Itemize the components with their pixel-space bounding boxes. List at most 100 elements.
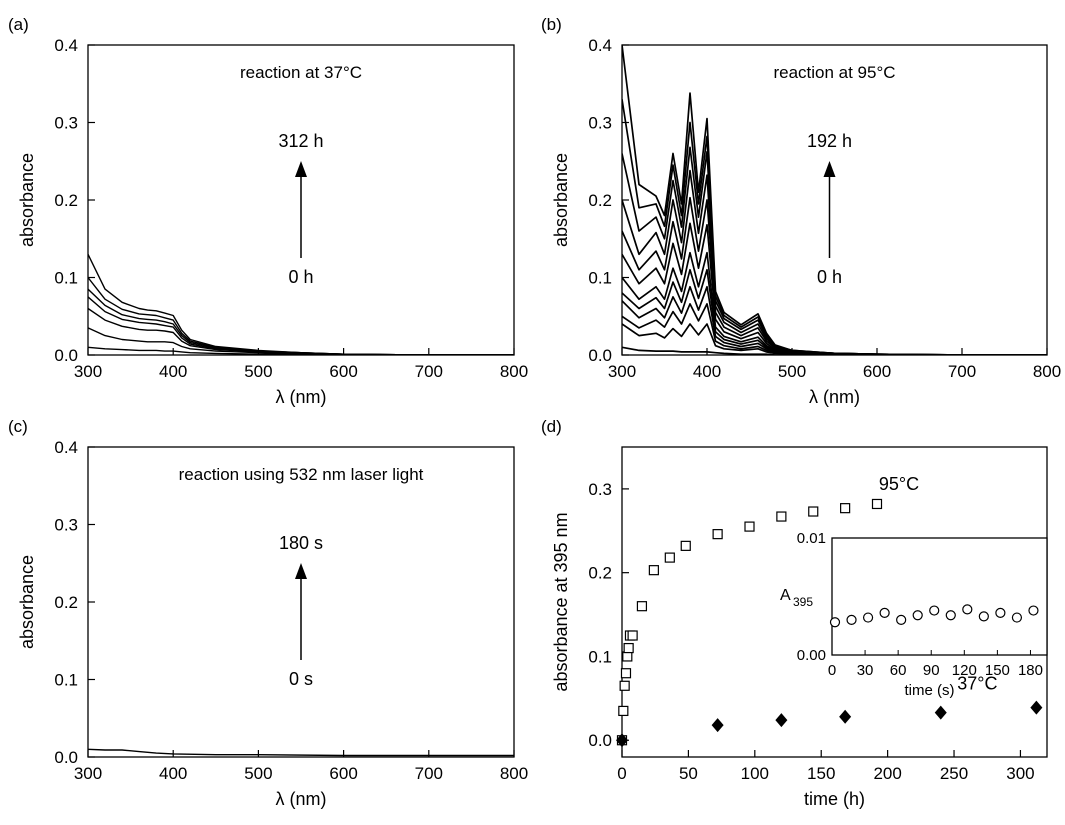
spectrum-line-12 bbox=[622, 45, 1047, 355]
y-tick-label: 0.4 bbox=[54, 36, 78, 55]
data-point-square bbox=[871, 498, 883, 510]
arrow-top-label: 192 h bbox=[807, 131, 852, 151]
y-tick-label: 0.0 bbox=[588, 731, 612, 750]
data-point-square bbox=[636, 601, 648, 612]
inset-x-tick-label: 60 bbox=[890, 662, 907, 679]
y-tick-label: 0.2 bbox=[588, 564, 612, 583]
inset-x-tick-label: 180 bbox=[1018, 662, 1043, 679]
spectrum-line-7 bbox=[88, 253, 514, 355]
y-tick-label: 0.4 bbox=[588, 36, 612, 55]
x-tick-label: 300 bbox=[1006, 764, 1034, 783]
x-tick-label: 200 bbox=[873, 764, 901, 783]
data-point-square bbox=[680, 540, 691, 551]
x-tick-label: 0 bbox=[617, 764, 626, 783]
x-tick-label: 250 bbox=[940, 764, 968, 783]
arrow-bottom-label: 0 h bbox=[817, 267, 842, 287]
inset-data-point bbox=[929, 605, 940, 616]
time-arrow-head bbox=[295, 161, 307, 177]
panel-annotation: reaction at 95°C bbox=[773, 63, 895, 82]
data-point-diamond bbox=[711, 718, 724, 733]
inset-y-axis-subscript: 395 bbox=[793, 595, 813, 609]
y-tick-label: 0.2 bbox=[54, 191, 78, 210]
data-point-square bbox=[619, 680, 630, 691]
inset-data-point bbox=[829, 617, 841, 628]
x-tick-label: 600 bbox=[329, 362, 357, 381]
panel-label: (c) bbox=[8, 417, 28, 436]
x-tick-label: 300 bbox=[74, 362, 102, 381]
y-axis-label: absorbance bbox=[17, 555, 37, 649]
series-label: 95°C bbox=[879, 474, 919, 494]
x-tick-label: 600 bbox=[863, 362, 891, 381]
data-point-diamond bbox=[775, 713, 788, 728]
x-tick-label: 800 bbox=[500, 764, 528, 783]
arrow-bottom-label: 0 s bbox=[289, 669, 313, 689]
data-point-square bbox=[840, 503, 851, 514]
spectrum-line-1 bbox=[88, 748, 514, 757]
x-tick-label: 800 bbox=[1033, 362, 1061, 381]
spectrum-line-1 bbox=[88, 346, 514, 355]
inset-y-tick-label: 0.00 bbox=[797, 647, 826, 664]
data-point-diamond bbox=[616, 733, 628, 748]
x-tick-label: 400 bbox=[693, 362, 721, 381]
x-tick-label: 300 bbox=[74, 764, 102, 783]
data-point-square bbox=[627, 630, 638, 641]
arrow-top-label: 312 h bbox=[278, 131, 323, 151]
x-tick-label: 400 bbox=[159, 362, 187, 381]
y-tick-label: 0.0 bbox=[54, 748, 78, 767]
inset-data-point bbox=[896, 614, 907, 626]
inset-frame bbox=[831, 537, 1048, 656]
time-arrow-head bbox=[823, 161, 836, 177]
panel-label: (b) bbox=[541, 15, 562, 34]
spectrum-line-4 bbox=[88, 296, 514, 355]
x-tick-label: 700 bbox=[415, 764, 443, 783]
y-tick-label: 0.2 bbox=[54, 593, 78, 612]
inset-x-tick-label: 30 bbox=[857, 662, 874, 679]
y-tick-label: 0.2 bbox=[588, 191, 612, 210]
data-point-diamond bbox=[1030, 700, 1043, 715]
inset-x-tick-label: 150 bbox=[985, 662, 1010, 679]
y-tick-label: 0.0 bbox=[588, 346, 612, 365]
data-point-square bbox=[808, 506, 819, 517]
spectrum-line-9 bbox=[622, 169, 1047, 355]
spectrum-line-6 bbox=[88, 277, 514, 355]
y-axis-label: absorbance at 395 nm bbox=[551, 512, 571, 691]
inset-data-point bbox=[978, 611, 989, 622]
x-axis-label: time (h) bbox=[804, 789, 865, 809]
x-tick-label: 500 bbox=[244, 764, 272, 783]
inset-data-point bbox=[862, 612, 874, 623]
inset-data-point bbox=[879, 607, 890, 618]
x-tick-label: 300 bbox=[608, 362, 636, 381]
inset-data-point bbox=[945, 610, 956, 621]
panel-c: (c) 300 400 500 600 700 800 0.0 0.1 0.2 0.3 0.4 λ (n… bbox=[8, 417, 528, 809]
y-tick-label: 0.4 bbox=[54, 438, 78, 457]
data-point-square bbox=[712, 529, 723, 540]
data-point-diamond bbox=[934, 705, 947, 720]
x-tick-label: 150 bbox=[807, 764, 835, 783]
data-point-square bbox=[622, 651, 633, 662]
inset-x-tick-label: 90 bbox=[923, 662, 940, 679]
inset-data-point bbox=[1028, 605, 1039, 616]
inset-data-point bbox=[912, 610, 923, 621]
y-tick-label: 0.1 bbox=[588, 647, 612, 666]
inset-data-point bbox=[846, 614, 857, 626]
inset-y-axis-label: A bbox=[780, 587, 791, 604]
spectrum-line-5 bbox=[88, 288, 514, 355]
y-tick-label: 0.3 bbox=[54, 114, 78, 133]
x-tick-label: 400 bbox=[159, 764, 187, 783]
inset-data-point bbox=[995, 607, 1006, 618]
time-arrow-head bbox=[295, 563, 307, 579]
x-tick-label: 50 bbox=[679, 764, 698, 783]
inset-x-tick-label: 0 bbox=[828, 662, 836, 679]
y-axis-label: absorbance bbox=[17, 153, 37, 247]
panel-annotation: reaction at 37°C bbox=[240, 63, 362, 82]
x-tick-label: 100 bbox=[741, 764, 769, 783]
inset-data-point bbox=[962, 604, 973, 615]
data-point-square bbox=[776, 511, 787, 522]
x-tick-label: 500 bbox=[244, 362, 272, 381]
y-tick-label: 0.3 bbox=[54, 516, 78, 535]
data-point-square bbox=[744, 521, 755, 532]
x-tick-label: 700 bbox=[415, 362, 443, 381]
y-tick-label: 0.3 bbox=[588, 114, 612, 133]
x-axis-label: λ (nm) bbox=[809, 387, 860, 407]
